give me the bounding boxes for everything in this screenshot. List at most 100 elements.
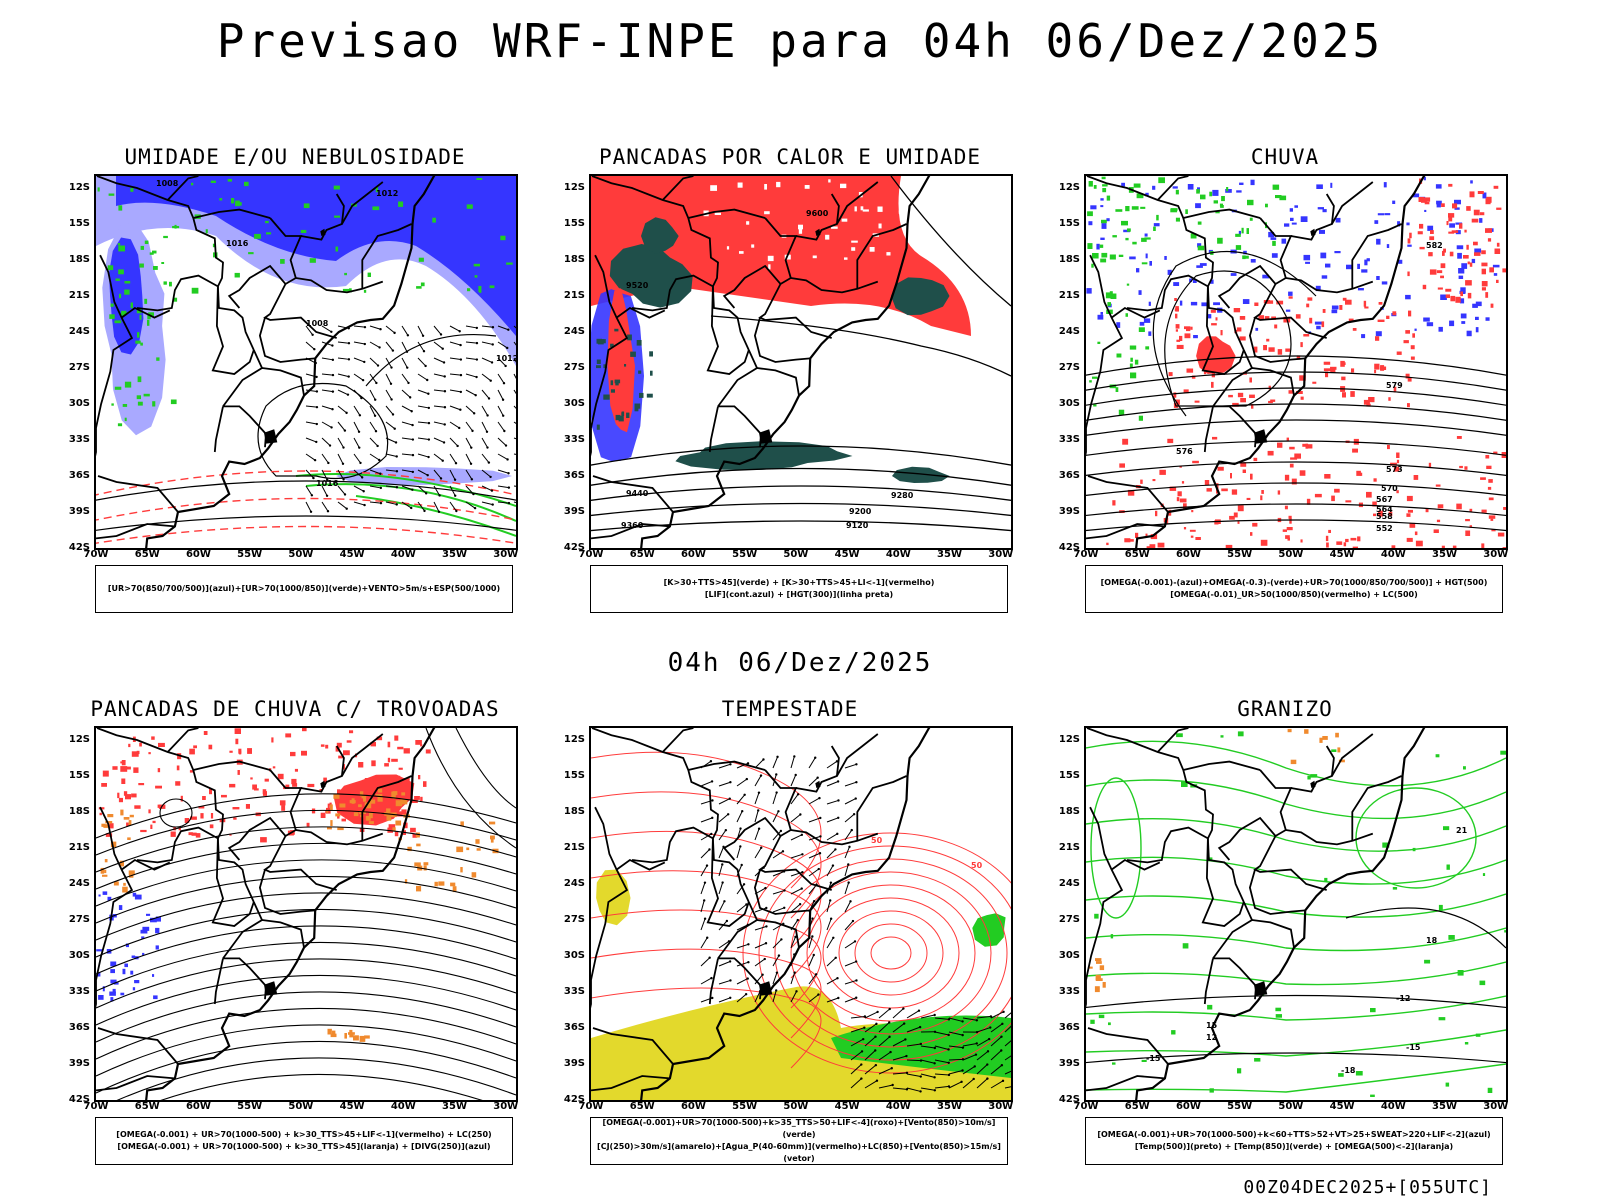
lon-tick-label: 60W: [185, 1101, 211, 1112]
panel-tempestade: TEMPESTADE 50 50 12S 15S 18S 21S 24S 27S 30S 33S 36…: [545, 697, 1035, 1165]
lon-tick-label: 45W: [339, 1101, 365, 1112]
lat-tick-label: 42S: [563, 1094, 585, 1106]
contour-label: 1016: [316, 479, 339, 488]
lat-tick-label: 24S: [68, 878, 90, 890]
lat-tick-label: 18S: [1058, 806, 1080, 818]
lon-tick-label: 60W: [1175, 1101, 1201, 1112]
lat-tick-label: 24S: [1058, 326, 1080, 338]
contour-label: 1016: [226, 239, 249, 248]
lon-tick-label: 30W: [1483, 549, 1509, 560]
map-frame: 50 50: [589, 726, 1013, 1102]
lon-tick-label: 35W: [1432, 1101, 1457, 1112]
legend-line: [OMEGA(-0.001)+UR>70(1000-500)+k<60+TTS>…: [1097, 1130, 1491, 1139]
lon-tick-label: 45W: [339, 549, 365, 560]
lat-tick-label: 30S: [68, 398, 90, 410]
lon-tick-label: 40W: [1380, 1101, 1406, 1112]
lon-tick-label: 30W: [493, 1101, 519, 1112]
lat-tick-label: 33S: [563, 986, 585, 998]
lat-tick-label: 42S: [563, 542, 585, 554]
lat-tick-label: 15S: [68, 770, 90, 781]
contour-label: 558: [1376, 512, 1393, 521]
lat-tick-label: 21S: [1058, 842, 1080, 854]
lat-tick-label: 36S: [1058, 470, 1080, 482]
panel-title: GRANIZO: [1237, 697, 1333, 721]
legend-line: [OMEGA(-0.001) + UR>70(1000-500) + k>30_…: [116, 1130, 492, 1139]
lat-tick-label: 33S: [1058, 434, 1080, 446]
lat-tick-label: 21S: [563, 290, 585, 302]
storm-field: 50 50: [591, 751, 1011, 1100]
lat-tick-label: 30S: [1058, 950, 1080, 962]
lat-tick-label: 12S: [68, 734, 90, 745]
lon-tick-label: 50W: [288, 549, 314, 560]
lon-tick-label: 60W: [185, 549, 211, 560]
contour-label: -18: [1341, 1066, 1356, 1075]
legend-line: [OMEGA(-0.001)+UR>70(1000-500)+k>35_TTS>…: [602, 1118, 996, 1139]
lat-tick-label: 42S: [1058, 1094, 1080, 1106]
lon-tick-label: 70W: [83, 549, 109, 560]
basemap: [591, 728, 931, 1100]
lat-tick-label: 12S: [1058, 734, 1080, 745]
lat-tick-label: 15S: [1058, 218, 1080, 229]
lat-tick-label: 30S: [563, 398, 585, 410]
contour-label: 564: [1376, 505, 1393, 514]
panel-title: TEMPESTADE: [721, 697, 859, 721]
hail-field: -12 -15 -18 -15 12 15 18 21: [1086, 728, 1506, 1097]
lat-tick-label: 30S: [1058, 398, 1080, 410]
contour-label: 9600: [806, 209, 829, 218]
lat-tick-label: 30S: [68, 950, 90, 962]
lon-tick-label: 60W: [1175, 549, 1201, 560]
lat-tick-label: 27S: [68, 914, 90, 926]
lon-tick-label: 55W: [732, 549, 758, 560]
contour-label: 12: [1206, 1033, 1217, 1042]
contour-label: 9520: [626, 281, 649, 290]
lon-tick-label: 70W: [1073, 1101, 1099, 1112]
lon-tick-label: 35W: [442, 1101, 467, 1112]
run-footer: 00Z04DEC2025+[055UTC]: [1243, 1177, 1492, 1198]
contour-label: 9120: [846, 521, 869, 530]
lat-tick-label: 18S: [563, 806, 585, 818]
lon-tick-label: 70W: [578, 1101, 604, 1112]
basemap: [96, 728, 436, 1100]
contour-label: -12: [1396, 994, 1410, 1003]
lon-tick-label: 55W: [732, 1101, 758, 1112]
panel-title: CHUVA: [1250, 145, 1320, 169]
contour-label: 582: [1426, 241, 1443, 250]
lat-tick-label: 36S: [563, 1022, 585, 1034]
lat-tick-label: 27S: [563, 914, 585, 926]
lat-tick-label: 33S: [68, 434, 90, 446]
lon-tick-label: 70W: [578, 549, 604, 560]
map-frame: [94, 726, 518, 1102]
lat-tick-label: 24S: [563, 878, 585, 890]
lon-tick-label: 50W: [1278, 1101, 1304, 1112]
contour-label: 9280: [891, 491, 914, 500]
lon-tick-label: 35W: [1432, 549, 1457, 560]
contour-label: -15: [1406, 1043, 1421, 1052]
map-frame: 1008 1012 1016 1008 1012 1016: [94, 174, 518, 550]
contour-label: 1012: [376, 189, 398, 198]
contour-label: 18: [1426, 936, 1438, 945]
lat-tick-label: 15S: [68, 218, 90, 229]
lon-tick-label: 30W: [988, 1101, 1014, 1112]
lat-tick-label: 12S: [563, 734, 585, 745]
contour-label: 21: [1456, 826, 1468, 835]
contour-label: 50: [871, 836, 883, 845]
lat-tick-label: 42S: [68, 1094, 90, 1106]
lat-tick-label: 33S: [563, 434, 585, 446]
lat-tick-label: 18S: [68, 254, 90, 266]
lat-tick-label: 12S: [68, 182, 90, 193]
lon-tick-label: 40W: [390, 1101, 416, 1112]
legend-line: [Temp(500)](preto) + [Temp(850)](verde) …: [1134, 1142, 1454, 1151]
lon-tick-label: 50W: [1278, 549, 1304, 560]
legend-line: [OMEGA(-0.001) + UR>70(1000-500) + k>30_…: [117, 1142, 491, 1151]
lat-tick-label: 39S: [1058, 506, 1080, 518]
contour-label: 9360: [621, 521, 644, 530]
valid-time-subtitle: 04h 06/Dez/2025: [667, 648, 933, 678]
contour-label: 1008: [306, 319, 329, 328]
panel-title: UMIDADE E/OU NEBULOSIDADE: [124, 145, 466, 169]
lon-tick-label: 40W: [1380, 549, 1406, 560]
contour-label: 9200: [849, 507, 872, 516]
lon-tick-label: 30W: [493, 549, 519, 560]
lon-tick-label: 65W: [629, 549, 655, 560]
lon-tick-label: 60W: [680, 549, 706, 560]
